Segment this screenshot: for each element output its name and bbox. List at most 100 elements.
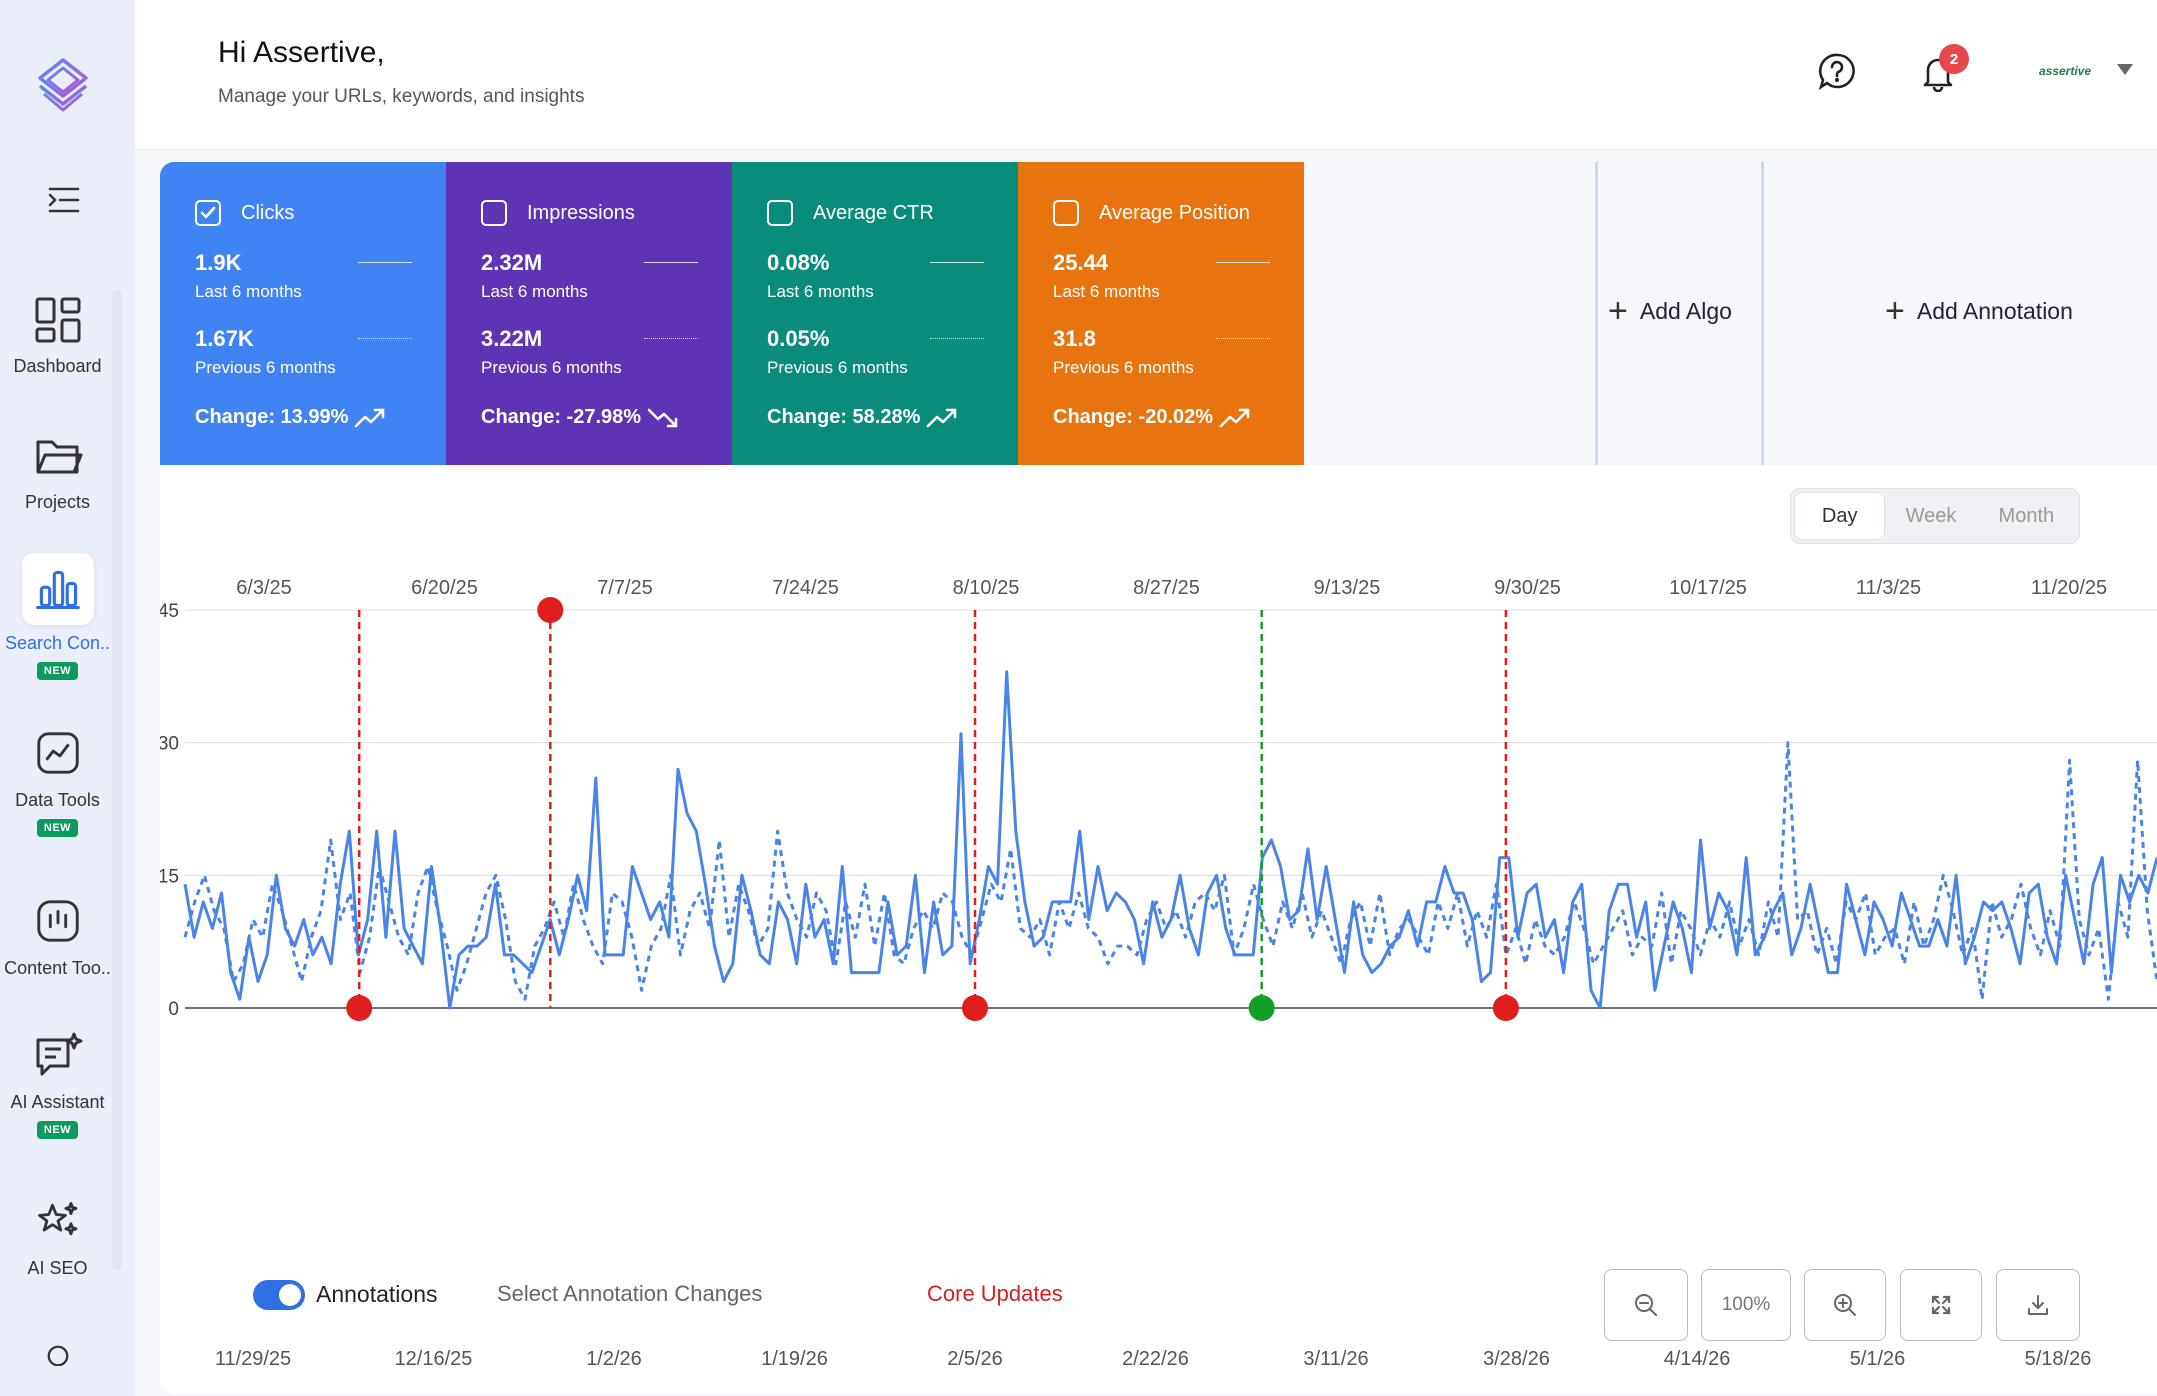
x-bottom-tick-label: 3/28/26	[1483, 1348, 1550, 1370]
zoom-in-button[interactable]	[1804, 1269, 1886, 1341]
y-tick-label: 15	[160, 866, 179, 887]
x-bottom-tick-label: 2/22/26	[1122, 1348, 1189, 1370]
annotation-marker	[346, 995, 373, 1021]
divider	[1595, 162, 1598, 465]
fullscreen-button[interactable]	[1900, 1269, 1982, 1341]
trend-down-icon	[647, 408, 678, 427]
metric-previous-label: Previous 6 months	[767, 358, 908, 377]
checkbox-unchecked-icon[interactable]	[1053, 200, 1079, 226]
solid-line-legend	[1216, 262, 1270, 263]
sidebar-item-label: Data Tools	[15, 790, 100, 810]
performance-panel: Clicks 1.9K Last 6 months 1.67K Previous…	[160, 162, 2157, 1394]
metric-change: Change: -27.98%	[481, 406, 642, 428]
sidebar-item-label: AI SEO	[27, 1258, 88, 1278]
help-icon[interactable]	[1818, 52, 1856, 91]
download-button[interactable]	[1996, 1269, 2080, 1341]
sidebar-item-more[interactable]	[0, 1336, 115, 1366]
period-day-button[interactable]: Day	[1794, 492, 1886, 540]
metric-card-impressions[interactable]: Impressions 2.32M Last 6 months 3.22M Pr…	[446, 162, 732, 465]
checkbox-checked-icon[interactable]	[195, 200, 221, 226]
metric-card-clicks[interactable]: Clicks 1.9K Last 6 months 1.67K Previous…	[160, 162, 446, 465]
trend-up-icon	[1219, 408, 1250, 427]
dotted-line-legend	[1216, 338, 1270, 339]
sidebar-item-ai-seo[interactable]: AI SEO	[0, 1196, 115, 1279]
metric-current-label: Last 6 months	[767, 282, 874, 301]
x-bottom-tick-label: 3/11/26	[1303, 1348, 1368, 1370]
add-algo-label: Add Algo	[1639, 297, 1732, 324]
x-bottom-tick-label: 1/2/26	[586, 1348, 642, 1370]
dashboard-icon	[32, 294, 84, 346]
x-bottom-tick-label: 1/19/26	[761, 1348, 828, 1370]
metric-change: Change: 13.99%	[195, 406, 349, 428]
sidebar-item-label: Content Too..	[4, 958, 111, 978]
sidebar-item-ai-assistant[interactable]: AI Assistant NEW	[0, 1030, 115, 1139]
metric-current-label: Last 6 months	[1053, 282, 1160, 301]
metric-previous-value: 3.22M	[481, 326, 543, 351]
metric-current-value: 2.32M	[481, 250, 543, 275]
trend-up-icon	[355, 408, 385, 427]
performance-chart: 0 15 30 45 6/3/25 6/20/25 7/7/25 7/24/25 8/10/25…	[160, 552, 2157, 1392]
metric-card-average-position[interactable]: Average Position 25.44 Last 6 months 31.…	[1018, 162, 1304, 465]
metric-card-average-ctr[interactable]: Average CTR 0.08% Last 6 months 0.05% Pr…	[732, 162, 1018, 465]
y-tick-label: 45	[160, 601, 179, 622]
period-week-button[interactable]: Week	[1905, 504, 1957, 527]
sidebar-item-label: Projects	[24, 492, 91, 512]
previous-period-line	[183, 741, 2157, 1001]
x-top-tick-label: 6/20/25	[411, 577, 478, 599]
plus-icon: +	[1608, 292, 1628, 330]
y-tick-label: 30	[160, 734, 179, 755]
metric-name: Clicks	[241, 201, 295, 224]
solid-line-legend	[358, 262, 412, 263]
sidebar-scrollbar[interactable]	[112, 290, 122, 1270]
metric-name: Average Position	[1099, 201, 1250, 224]
x-top-tick-label: 10/17/25	[1669, 577, 1747, 599]
metric-name: Average CTR	[813, 201, 934, 224]
annotations-toggle[interactable]	[253, 1280, 305, 1310]
dotted-line-legend	[358, 338, 412, 339]
x-bottom-tick-label: 2/5/26	[947, 1348, 1003, 1370]
metric-previous-value: 31.8	[1053, 326, 1096, 351]
x-top-tick-label: 11/20/25	[2031, 577, 2107, 599]
sidebar-item-label: Dashboard	[13, 356, 102, 376]
account-menu[interactable]: assertive	[2025, 46, 2157, 96]
checkbox-unchecked-icon[interactable]	[767, 200, 793, 226]
plus-icon: +	[1885, 292, 1905, 330]
core-updates-filter[interactable]: Core Updates	[927, 1281, 1063, 1306]
metric-previous-label: Previous 6 months	[195, 358, 336, 377]
solid-line-legend	[644, 262, 698, 263]
annotation-strip	[1304, 162, 2157, 465]
y-tick-label: 0	[168, 999, 179, 1020]
menu-toggle-icon[interactable]	[44, 182, 84, 218]
checkbox-unchecked-icon[interactable]	[481, 200, 507, 226]
annotation-marker	[1492, 995, 1519, 1021]
sidebar-item-dashboard[interactable]: Dashboard	[0, 294, 115, 377]
add-algo-button[interactable]: + Add Algo	[1608, 294, 1732, 328]
annotation-marker	[962, 995, 988, 1021]
sidebar-item-search-console[interactable]: Search Con.. NEW	[0, 553, 115, 680]
zoom-out-icon	[1635, 1294, 1657, 1316]
line-chart-icon	[32, 728, 84, 780]
sidebar-item-content-tools[interactable]: Content Too..	[0, 896, 115, 979]
app-logo-icon[interactable]	[34, 56, 92, 114]
sidebar-item-data-tools[interactable]: Data Tools NEW	[0, 728, 115, 837]
metric-previous-label: Previous 6 months	[481, 358, 622, 377]
metric-current-label: Last 6 months	[481, 282, 588, 301]
metric-previous-value: 0.05%	[767, 326, 830, 351]
zoom-level-display[interactable]: 100%	[1701, 1269, 1791, 1341]
period-month-button[interactable]: Month	[1998, 504, 2055, 527]
metric-previous-value: 1.67K	[195, 326, 254, 351]
x-bottom-tick-label: 5/1/26	[1850, 1348, 1906, 1370]
add-annotation-button[interactable]: + Add Annotation	[1885, 294, 2073, 328]
x-bottom-tick-label: 12/16/25	[395, 1348, 473, 1370]
zoom-out-button[interactable]	[1604, 1269, 1688, 1341]
x-top-tick-label: 9/30/25	[1494, 577, 1561, 599]
x-top-tick-label: 7/7/25	[597, 577, 653, 599]
metric-change: Change: -20.02%	[1053, 406, 1214, 428]
x-top-tick-label: 11/3/25	[1856, 577, 1921, 599]
x-top-tick-label: 9/13/25	[1314, 577, 1381, 599]
new-badge: NEW	[36, 819, 79, 837]
sidebar-item-projects[interactable]: Projects	[0, 430, 115, 513]
account-avatar: assertive	[2025, 46, 2105, 96]
select-annotation-changes[interactable]: Select Annotation Changes	[497, 1281, 763, 1306]
x-top-tick-label: 6/3/25	[236, 577, 292, 599]
